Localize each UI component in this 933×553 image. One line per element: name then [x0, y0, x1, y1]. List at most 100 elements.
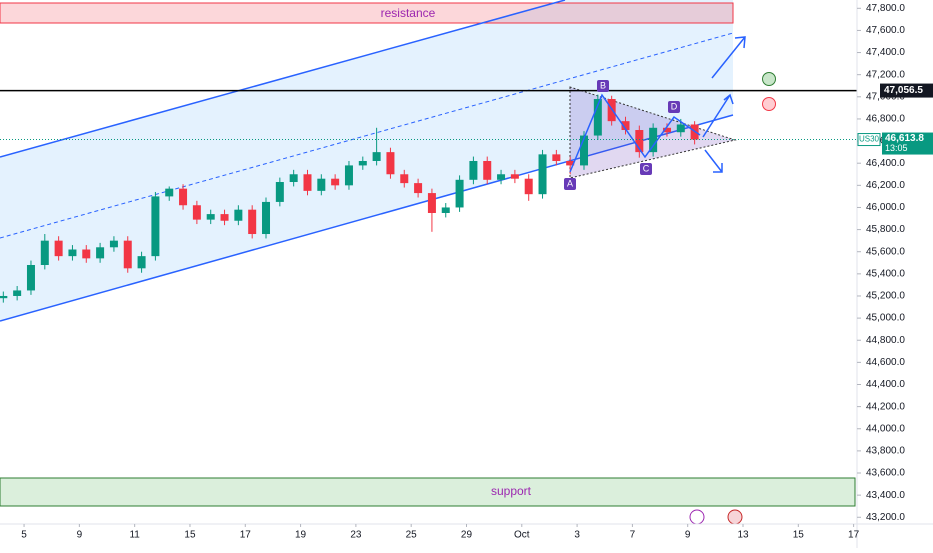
x-tick-label: 7 — [630, 530, 636, 541]
event-icon[interactable] — [727, 509, 743, 525]
last-price-tag — [882, 132, 933, 155]
x-tick-label: 23 — [350, 530, 362, 541]
x-tick-label: 9 — [77, 530, 83, 541]
arrow-mid — [702, 93, 734, 138]
y-tick-label: 46,000.0 — [866, 202, 905, 213]
y-tick-label: 45,200.0 — [866, 291, 905, 302]
candle-body — [179, 188, 188, 206]
y-tick-label: 45,000.0 — [866, 313, 905, 324]
candle-body — [566, 160, 575, 166]
point-tag — [597, 80, 609, 92]
drawings: resistance support — [0, 0, 856, 507]
channel-fill — [0, 0, 733, 321]
candle-body — [96, 247, 105, 259]
candle-body — [82, 249, 91, 259]
y-tick-label: 44,600.0 — [866, 357, 905, 368]
y-tick-label: 44,400.0 — [866, 379, 905, 390]
resistance-label: resistance — [381, 6, 436, 20]
arrow-up — [711, 36, 746, 79]
candle-body — [344, 165, 353, 186]
y-tick-label: 46,400.0 — [866, 158, 905, 169]
x-tick-label: 25 — [406, 530, 418, 541]
candle-body — [400, 174, 409, 184]
candle-body — [414, 183, 423, 194]
candle-body — [497, 174, 506, 180]
y-tick-label: 45,600.0 — [866, 246, 905, 257]
support-zone — [0, 477, 856, 507]
candle-body — [593, 99, 602, 136]
candle-body — [372, 152, 381, 161]
candle-body — [26, 264, 35, 291]
y-tick-label: 45,400.0 — [866, 268, 905, 279]
candle-body — [303, 174, 312, 191]
candle-body — [621, 121, 630, 131]
x-tick-label: 13 — [737, 530, 749, 541]
y-tick-label: 45,800.0 — [866, 224, 905, 235]
candle-body — [234, 209, 243, 221]
stop-circle — [762, 97, 776, 111]
candle-body — [220, 214, 229, 221]
point-label: A — [567, 178, 573, 188]
candle-body — [358, 160, 367, 166]
point-tag — [564, 178, 576, 190]
candle-body — [441, 207, 450, 213]
candle-body — [68, 249, 77, 257]
point-label: D — [671, 101, 678, 111]
candle-body — [510, 174, 519, 179]
symbol-label: US30 — [859, 135, 880, 144]
y-tick-label: 44,200.0 — [866, 401, 905, 412]
candles — [0, 94, 699, 303]
x-tick-label: 19 — [295, 530, 307, 541]
y-tick-label: 47,400.0 — [866, 47, 905, 58]
event-icon[interactable] — [689, 509, 705, 525]
candle-body — [524, 178, 533, 195]
x-tick-label: 5 — [21, 530, 27, 541]
support-label: support — [491, 484, 532, 498]
candle-body — [165, 188, 174, 197]
candle-body — [483, 160, 492, 180]
x-tick-label: 3 — [574, 530, 580, 541]
resistance-zone — [0, 2, 734, 24]
candle-body — [455, 179, 464, 208]
y-tick-label: 43,400.0 — [866, 490, 905, 501]
y-tick-label: 47,200.0 — [866, 69, 905, 80]
candle-body — [649, 127, 658, 153]
y-tick-label: 46,200.0 — [866, 180, 905, 191]
x-tick-label: 11 — [129, 530, 140, 541]
candle-body — [538, 154, 547, 195]
candle-body — [317, 178, 326, 191]
candle-body — [427, 193, 436, 213]
candle-body — [386, 152, 395, 175]
y-tick-label: 47,600.0 — [866, 25, 905, 36]
candle-body — [54, 240, 63, 257]
x-tick-label: 17 — [848, 530, 860, 541]
candle-body — [40, 240, 49, 265]
channel-upper — [0, 0, 566, 158]
candle-body — [109, 240, 118, 248]
x-tick-label: 17 — [240, 530, 252, 541]
candle-body — [137, 256, 146, 269]
y-tick-label: 46,800.0 — [866, 114, 905, 125]
candle-body — [662, 127, 671, 133]
x-tick-label: 9 — [685, 530, 691, 541]
target-circle — [762, 72, 776, 86]
candle-body — [13, 290, 22, 296]
candle-body — [469, 160, 478, 180]
candle-body — [552, 154, 561, 161]
x-tick-label: 29 — [461, 530, 473, 541]
point-tag — [668, 101, 680, 113]
overlays: A B C D — [0, 36, 857, 525]
price-line-tag — [880, 83, 933, 98]
candle-body — [151, 196, 160, 257]
countdown-label: 13:05 — [885, 143, 908, 153]
x-tick-label: 15 — [184, 530, 196, 541]
candle-body — [206, 214, 215, 220]
candle-body — [580, 135, 589, 166]
y-tick-label: 47,800.0 — [866, 3, 905, 14]
arrow-down — [704, 149, 723, 173]
point-label: C — [643, 163, 650, 173]
candle-body — [262, 201, 271, 235]
y-tick-label: 43,200.0 — [866, 512, 905, 523]
